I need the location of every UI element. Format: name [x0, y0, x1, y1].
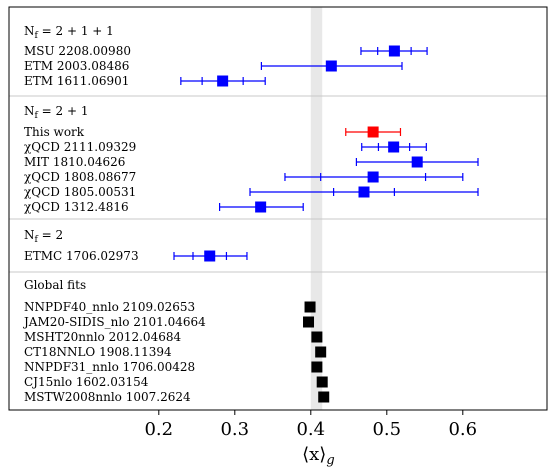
group-header-sub: f	[35, 235, 39, 245]
data-point	[311, 331, 323, 343]
row-label: χQCD 2111.09329	[24, 140, 136, 154]
data-row: ETM 2003.08486	[24, 59, 403, 73]
row-label: ETM 1611.06901	[24, 74, 129, 88]
x-tick-label: 0.5	[372, 419, 401, 440]
row-label: MIT 1810.04626	[24, 155, 125, 169]
group-header: Nf = 2	[24, 228, 63, 245]
group-header-sub: f	[35, 111, 39, 121]
row-label: χQCD 1805.00531	[24, 185, 136, 199]
data-row: CJ15nlo 1602.03154	[24, 375, 328, 389]
data-row: CT18NNLO 1908.11394	[24, 345, 327, 359]
row-label: This work	[24, 125, 85, 139]
group-header-rest: = 2	[38, 228, 63, 242]
data-row: ETM 1611.06901	[24, 74, 266, 88]
row-label: NNPDF31_nnlo 1706.00428	[24, 360, 195, 374]
reference-band	[310, 7, 323, 410]
group-header-main: Global fits	[24, 278, 86, 292]
data-row: NNPDF31_nnlo 1706.00428	[24, 360, 323, 374]
x-tick-label: 0.2	[144, 419, 173, 440]
data-row: χQCD 1312.4816	[24, 200, 304, 214]
group-header-rest: = 2 + 1	[38, 104, 89, 118]
row-label: JAM20-SIDIS_nlo 2101.04664	[22, 315, 206, 329]
data-point	[316, 376, 328, 388]
group-separators	[9, 95, 547, 273]
group-header-sub: f	[35, 31, 39, 41]
row-label: MSHT20nnlo 2012.04684	[24, 330, 181, 344]
group-header-main: N	[24, 24, 35, 38]
data-point	[303, 316, 315, 328]
x-tick-label: 0.6	[448, 419, 477, 440]
data-row: MSU 2208.00980	[24, 44, 428, 58]
row-label: MSU 2208.00980	[24, 44, 131, 58]
row-label: χQCD 1312.4816	[24, 200, 129, 214]
group-header-main: N	[24, 228, 35, 242]
data-row: MSHT20nnlo 2012.04684	[24, 330, 323, 344]
row-label: CJ15nlo 1602.03154	[24, 375, 149, 389]
data-point	[315, 346, 327, 358]
data-point	[304, 301, 316, 313]
data-row: NNPDF40_nnlo 2109.02653	[24, 300, 316, 314]
data-row: χQCD 2111.09329	[24, 140, 427, 154]
row-label: NNPDF40_nnlo 2109.02653	[24, 300, 195, 314]
data-row: MSTW2008nnlo 1007.2624	[24, 390, 330, 404]
group-header: Nf = 2 + 1 + 1	[24, 24, 114, 41]
x-tick-label: 0.4	[296, 419, 325, 440]
data-point	[311, 361, 323, 373]
data-point	[204, 250, 216, 262]
plot-frame	[8, 6, 548, 411]
group-global: Global fits NNPDF40_nnlo 2109.02653JAM20-…	[22, 278, 330, 404]
x-axis-label-main: ⟨x⟩	[302, 444, 326, 465]
data-point	[411, 156, 423, 168]
data-row: χQCD 1805.00531	[24, 185, 479, 199]
data-row: χQCD 1808.08677	[24, 170, 464, 184]
data-row: This work	[24, 125, 402, 139]
data-point	[217, 75, 229, 87]
group-g2: Nf = 2 ETMC 1706.02973	[24, 228, 248, 263]
data-point	[358, 186, 370, 198]
data-point	[367, 126, 379, 138]
data-point	[255, 201, 267, 213]
group-header-main: N	[24, 104, 35, 118]
data-point	[318, 391, 330, 403]
x-axis-label: ⟨x⟩g	[302, 444, 335, 468]
group-header: Nf = 2 + 1	[24, 104, 88, 121]
reference-band-layer	[310, 7, 323, 410]
data-row: JAM20-SIDIS_nlo 2101.04664	[22, 315, 315, 329]
row-label: χQCD 1808.08677	[24, 170, 136, 184]
row-label: ETM 2003.08486	[24, 59, 129, 73]
x-axis-label-sub: g	[326, 453, 334, 468]
data-row: ETMC 1706.02973	[24, 249, 248, 263]
row-label: ETMC 1706.02973	[24, 249, 139, 263]
data-point	[388, 45, 400, 57]
data-point	[367, 171, 379, 183]
data-point	[388, 141, 400, 153]
data-row: MIT 1810.04626	[24, 155, 479, 169]
row-label: CT18NNLO 1908.11394	[24, 345, 172, 359]
group-header-rest: = 2 + 1 + 1	[38, 24, 114, 38]
group-header: Global fits	[24, 278, 86, 292]
x-axis: 0.2 0.3 0.4 0.5 0.6	[144, 410, 477, 440]
data-point	[325, 60, 337, 72]
row-label: MSTW2008nnlo 1007.2624	[24, 390, 191, 404]
x-tick-label: 0.3	[220, 419, 249, 440]
